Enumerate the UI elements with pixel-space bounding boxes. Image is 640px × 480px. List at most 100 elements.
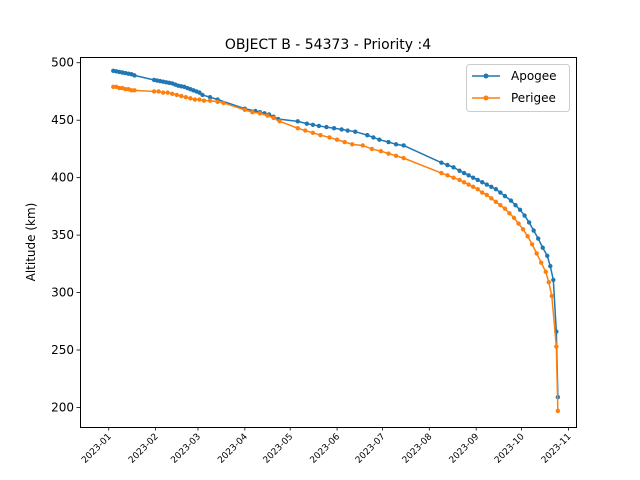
chart-title: OBJECT B - 54373 - Priority :4 — [225, 37, 431, 53]
perigee-point — [498, 203, 503, 208]
apogee-point — [475, 177, 480, 183]
apogee-point — [200, 92, 205, 98]
legend-label-perigee: Perigee — [511, 91, 556, 105]
perigee-line — [113, 86, 559, 411]
apogee-point — [451, 165, 456, 170]
apogee-point — [371, 135, 376, 140]
perigee-point — [174, 92, 179, 98]
apogee-point — [401, 143, 406, 148]
perigee-point — [151, 89, 157, 94]
plot-area — [111, 68, 561, 414]
apogee-point — [304, 121, 310, 126]
apogee-point — [445, 162, 450, 168]
perigee-point — [250, 109, 255, 115]
perigee-point — [484, 192, 489, 198]
apogee-point — [207, 95, 213, 100]
apogee-point — [535, 236, 541, 241]
perigee-point — [480, 190, 485, 195]
apogee-point — [310, 122, 316, 127]
y-tick-label: 500 — [51, 56, 74, 70]
perigee-point — [265, 113, 270, 118]
perigee-point — [156, 89, 161, 94]
perigee-point — [445, 173, 450, 178]
apogee-point — [393, 142, 399, 147]
perigee-point — [242, 107, 248, 113]
apogee-point — [470, 175, 476, 180]
perigee-point — [543, 269, 548, 275]
perigee-point — [201, 98, 207, 103]
perigee-point — [129, 88, 134, 93]
apogee-point — [439, 160, 444, 165]
perigee-point — [197, 97, 202, 102]
perigee-point — [439, 170, 444, 176]
apogee-point — [461, 170, 467, 176]
perigee-point — [165, 90, 170, 95]
perigee-point — [466, 182, 471, 187]
apogee-point — [197, 90, 202, 95]
legend-label-apogee: Apogee — [511, 69, 557, 83]
apogee-point — [339, 127, 344, 132]
apogee-point — [345, 128, 350, 133]
plot-frame — [80, 57, 577, 428]
perigee-point — [310, 130, 316, 136]
perigee-point — [502, 206, 508, 211]
perigee-point — [188, 96, 193, 101]
perigee-point — [349, 142, 355, 147]
perigee-point — [160, 90, 166, 95]
apogee-point — [540, 245, 545, 250]
perigee-point — [555, 408, 561, 414]
perigee-point — [534, 251, 539, 256]
apogee-point — [551, 277, 556, 283]
apogee-point — [513, 203, 518, 208]
y-tick-label: 300 — [51, 286, 74, 300]
perigee-point — [457, 177, 462, 183]
y-axis: 200 250 300 350 400 450 500 — [51, 56, 80, 414]
apogee-point — [522, 213, 527, 218]
perigee-point — [295, 126, 300, 131]
perigee-point — [475, 186, 480, 192]
perigee-point — [123, 86, 128, 92]
perigee-point — [277, 119, 282, 124]
perigee-point — [111, 84, 116, 90]
perigee-point — [183, 95, 189, 100]
perigee-point — [539, 260, 544, 265]
apogee-point — [517, 207, 523, 213]
perigee-point — [549, 293, 555, 299]
y-tick-label: 400 — [51, 171, 74, 185]
apogee-point — [331, 126, 337, 131]
apogee-point — [324, 124, 329, 130]
perigee-point — [342, 139, 347, 145]
perigee-point — [334, 137, 340, 142]
perigee-point — [132, 88, 137, 93]
perigee-point — [360, 143, 365, 148]
apogee-point — [377, 137, 382, 142]
perigee-point — [520, 227, 526, 232]
perigee-point — [271, 115, 276, 121]
apogee-point — [531, 228, 536, 233]
perigee-point — [179, 93, 184, 99]
perigee-point — [546, 280, 551, 285]
perigee-point — [470, 184, 476, 190]
y-tick-label: 350 — [51, 228, 74, 242]
apogee-point — [316, 123, 322, 129]
legend-apogee-marker — [483, 73, 489, 79]
perigee-point — [117, 85, 122, 91]
y-tick-label: 450 — [51, 113, 74, 127]
apogee-point — [508, 198, 514, 203]
apogee-point — [489, 184, 494, 190]
apogee-point — [295, 119, 300, 124]
perigee-point — [525, 234, 530, 239]
perigee-point — [511, 215, 517, 221]
perigee-point — [170, 91, 175, 96]
perigee-point — [207, 98, 213, 103]
apogee-point — [502, 193, 508, 199]
apogee-point — [498, 190, 503, 195]
perigee-point — [493, 199, 499, 204]
perigee-point — [215, 99, 220, 105]
y-tick-label: 200 — [51, 400, 74, 414]
perigee-point — [257, 111, 263, 116]
apogee-point — [480, 180, 485, 185]
perigee-point — [461, 180, 467, 185]
perigee-point — [369, 146, 375, 152]
